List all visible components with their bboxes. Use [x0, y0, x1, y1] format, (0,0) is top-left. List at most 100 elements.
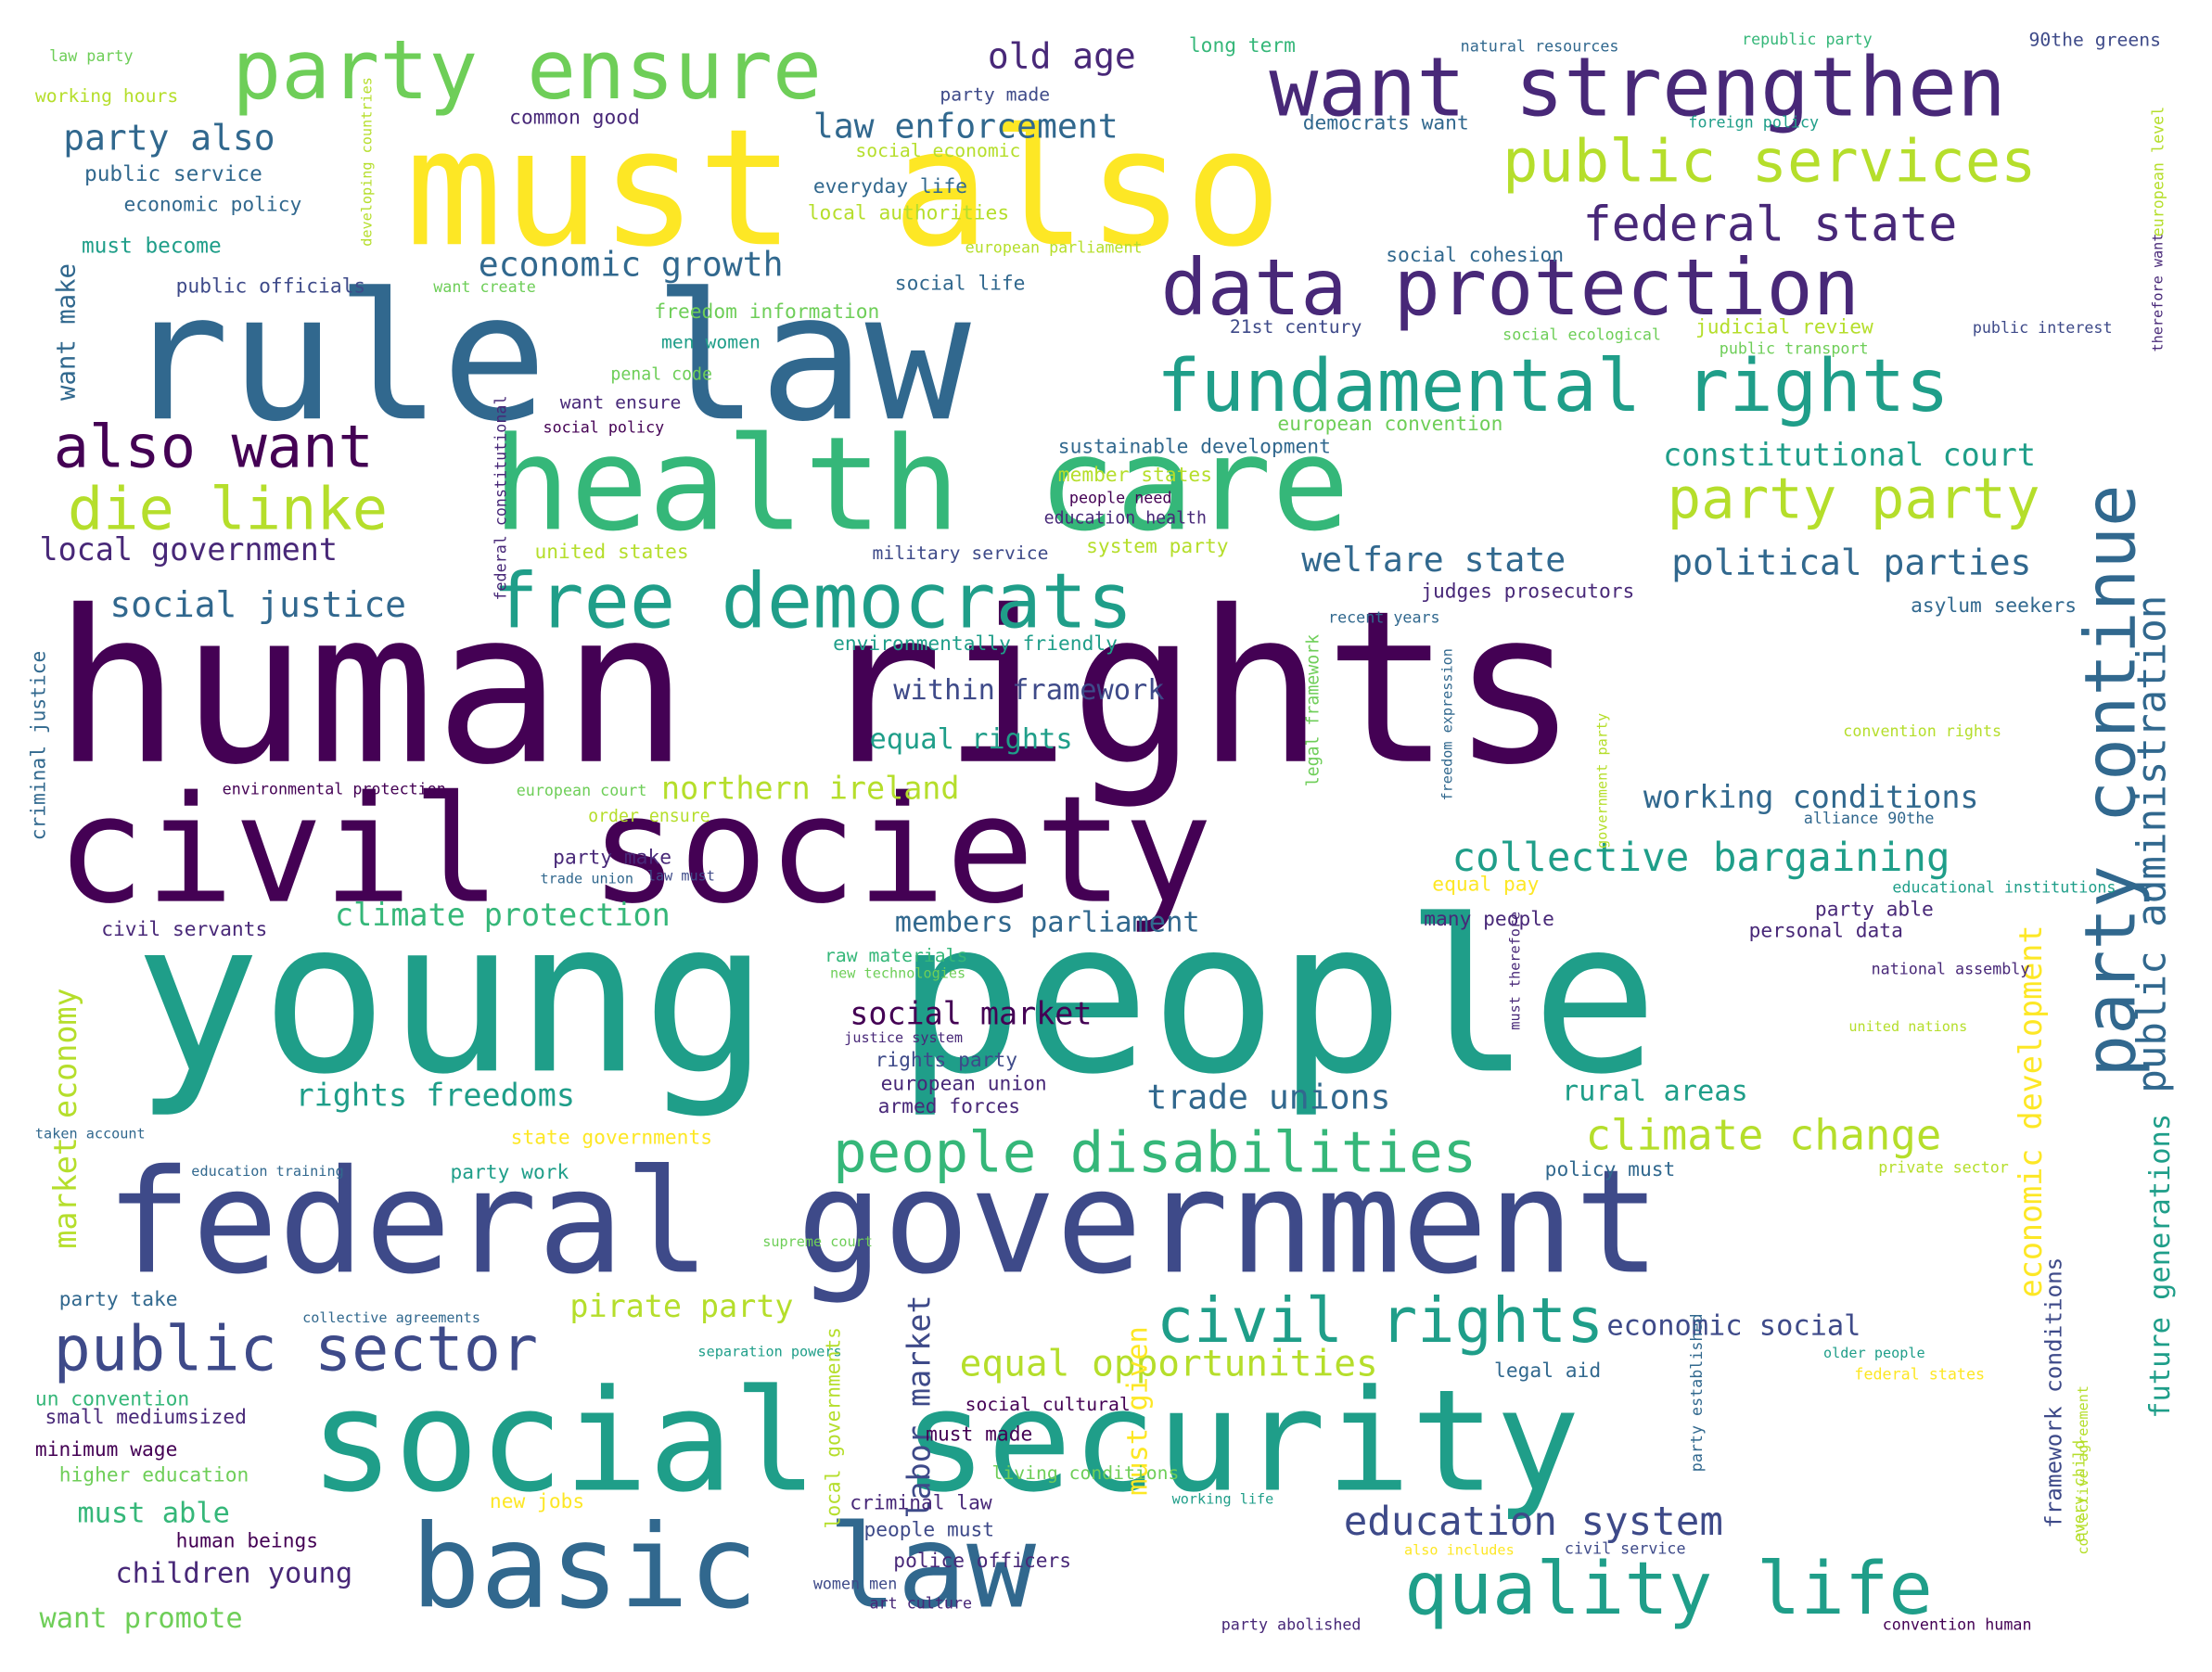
word-cloud-term: policy must — [1544, 1159, 1676, 1182]
word-cloud-term: trade union — [540, 872, 634, 888]
word-cloud-term: economic policy — [123, 194, 302, 217]
word-cloud-term: party abolished — [1221, 1615, 1362, 1634]
word-cloud-term: higher education — [58, 1464, 249, 1487]
word-cloud-term: men women — [660, 332, 761, 354]
word-cloud-term: party also — [63, 117, 275, 159]
word-cloud-term: rights freedoms — [295, 1079, 575, 1115]
word-cloud-term: party take — [58, 1288, 178, 1311]
word-cloud-term: women men — [812, 1575, 898, 1594]
word-cloud-term: collective bargaining — [1451, 834, 1950, 881]
word-cloud-term: also includes — [1403, 1543, 1515, 1559]
word-cloud-term: long term — [1188, 34, 1296, 58]
word-cloud-term: penal code — [610, 364, 712, 385]
word-cloud-term: public administration — [2129, 594, 2176, 1093]
word-cloud-term: civil rights — [1156, 1285, 1605, 1358]
word-cloud-term: republic party — [1742, 30, 1873, 49]
word-cloud-term: democrats want — [1302, 112, 1469, 135]
word-cloud-term: legal aid — [1494, 1359, 1602, 1384]
word-cloud-term: local governments — [823, 1327, 846, 1529]
word-cloud-term: children young — [115, 1555, 353, 1590]
word-cloud-term: european parliament — [965, 238, 1143, 257]
word-cloud-term: convention rights — [1843, 721, 2002, 741]
word-cloud-term: collective agreement — [2077, 1385, 2092, 1555]
word-cloud-term: everyday life — [812, 175, 968, 198]
word-cloud-term: criminal law — [850, 1492, 992, 1515]
word-cloud-term: local authorities — [807, 202, 1010, 225]
word-cloud-term: social life — [894, 273, 1026, 296]
word-cloud-term: people disabilities — [833, 1121, 1477, 1186]
word-cloud-term: want create — [433, 277, 536, 297]
word-cloud-term: public service — [84, 160, 262, 187]
word-cloud-term: members parliament — [894, 904, 1200, 938]
word-cloud-term: political parties — [1671, 542, 2032, 583]
word-cloud-term: art culture — [869, 1594, 973, 1614]
word-cloud-term: want promote — [39, 1601, 243, 1635]
word-cloud-term: order ensure — [588, 806, 710, 826]
word-cloud-term: small mediumsized — [45, 1407, 247, 1430]
word-cloud-term: civil service — [1564, 1539, 1686, 1559]
word-cloud-term: party ensure — [232, 22, 822, 119]
word-cloud-term: federal government — [105, 1139, 1661, 1308]
word-cloud-term: people must — [863, 1519, 995, 1542]
word-cloud-term: quality life — [1403, 1547, 1933, 1632]
word-cloud-term: member states — [1057, 464, 1213, 487]
word-cloud-term: climate protection — [335, 899, 671, 935]
word-cloud-term: climate change — [1585, 1111, 1942, 1161]
word-cloud-term: military service — [872, 543, 1049, 566]
word-cloud-term: equal pay — [1432, 874, 1540, 897]
word-cloud-term: people need — [1068, 489, 1172, 507]
word-cloud-term: system party — [1086, 535, 1229, 559]
word-cloud-term: rural areas — [1561, 1073, 1748, 1107]
word-cloud-term: economic growth — [478, 244, 784, 285]
word-cloud-term: social policy — [543, 418, 665, 438]
word-cloud-term: working life — [1171, 1492, 1274, 1509]
word-cloud-term: education training — [191, 1165, 344, 1181]
word-cloud-term: free democrats — [492, 556, 1133, 646]
word-cloud-term: social justice — [109, 584, 406, 626]
word-cloud-term: government party — [1595, 712, 1611, 849]
word-cloud-term: party make — [553, 847, 672, 870]
word-cloud-term: social ecological — [1502, 325, 1661, 344]
word-cloud-term: die linke — [67, 474, 389, 543]
word-cloud-term: want strengthen — [1269, 39, 2006, 135]
word-cloud-term: health care — [492, 409, 1350, 560]
word-cloud-term: federal state — [1582, 197, 1958, 254]
word-cloud-term: european court — [516, 781, 647, 800]
word-cloud-term: also want — [53, 412, 374, 481]
word-cloud-term: judicial review — [1694, 316, 1873, 339]
word-cloud-term: law party — [49, 46, 134, 66]
word-cloud-term: rights party — [875, 1049, 1018, 1072]
word-cloud-term: social market — [850, 997, 1093, 1033]
word-cloud-term: police officers — [893, 1550, 1072, 1574]
word-cloud-term: older people — [1823, 1346, 1925, 1362]
word-cloud-term: recent years — [1328, 608, 1440, 627]
word-cloud-term: trade unions — [1146, 1078, 1391, 1117]
word-cloud-term: asylum seekers — [1911, 594, 2078, 618]
word-cloud-term: justice system — [844, 1030, 964, 1047]
word-cloud-term: social security — [309, 1359, 1580, 1524]
word-cloud-term: raw materials — [824, 946, 968, 967]
word-cloud-term: therefore want — [2151, 233, 2167, 352]
word-cloud-term: european union — [880, 1073, 1047, 1096]
word-cloud-term: market economy — [49, 988, 85, 1249]
word-cloud-term: constitutional court — [1663, 439, 2036, 475]
word-cloud-term: must therefore — [1508, 911, 1524, 1030]
word-cloud-term: party able — [1814, 899, 1934, 922]
word-cloud-term: framework conditions — [2039, 1257, 2067, 1528]
word-cloud-term: legal framework — [1302, 633, 1323, 787]
word-cloud-term: rule law — [123, 256, 971, 461]
word-cloud-term: separation powers — [697, 1345, 842, 1360]
word-cloud-term: european convention — [1277, 413, 1503, 437]
word-cloud-term: taken account — [34, 1127, 146, 1142]
word-cloud-term: public services — [1502, 126, 2037, 196]
word-cloud-term: educational institutions — [1892, 878, 2116, 898]
word-cloud-term: social cohesion — [1386, 244, 1565, 268]
word-cloud-term: public sector — [53, 1313, 539, 1386]
word-cloud-term: united states — [534, 542, 689, 565]
word-cloud-term: 21st century — [1229, 317, 1362, 338]
word-cloud-term: armed forces — [877, 1095, 1021, 1119]
word-cloud-term: human beings — [175, 1530, 319, 1553]
word-cloud-term: sustainable development — [1057, 436, 1331, 459]
word-cloud-term: working conditions — [1643, 780, 1979, 816]
word-cloud-term: judges prosecutors — [1421, 581, 1635, 604]
